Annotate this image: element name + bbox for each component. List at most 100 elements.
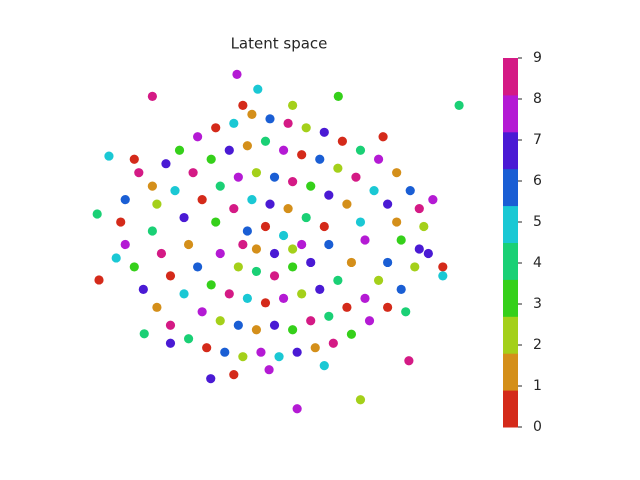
point: [383, 199, 393, 209]
point: [288, 177, 298, 187]
point: [373, 275, 384, 285]
point: [269, 320, 280, 330]
point: [269, 172, 280, 182]
point: [324, 190, 334, 200]
point: [161, 159, 171, 169]
colorbar-tick-label: 8: [533, 91, 542, 107]
point: [333, 275, 343, 285]
point: [414, 203, 424, 214]
point: [193, 132, 203, 142]
point: [401, 307, 411, 317]
point: [265, 114, 275, 124]
point: [220, 347, 230, 357]
point: [129, 154, 139, 164]
point: [147, 91, 157, 101]
point: [251, 325, 262, 335]
colorbar-tick-label: 1: [533, 378, 542, 394]
point: [165, 338, 176, 348]
point: [229, 370, 239, 380]
point: [355, 395, 366, 405]
point: [288, 100, 298, 110]
point: [152, 199, 162, 209]
point: [297, 289, 307, 299]
point: [260, 298, 271, 308]
point: [297, 150, 307, 160]
point: [116, 217, 126, 227]
point: [242, 226, 252, 236]
colorbar-tick-label: 9: [533, 50, 542, 66]
colorbar-segment: [503, 316, 518, 354]
colorbar-segment: [503, 242, 518, 280]
point: [120, 195, 130, 205]
colorbar-tick-label: 0: [533, 419, 542, 435]
point: [188, 168, 198, 178]
point: [278, 293, 289, 303]
colorbar-segment: [503, 58, 518, 96]
point: [206, 154, 216, 164]
point: [94, 275, 104, 285]
point: [206, 374, 216, 384]
point: [179, 289, 189, 299]
point: [405, 186, 415, 196]
point: [301, 212, 311, 223]
point: [306, 257, 316, 268]
point: [242, 293, 252, 303]
point: [423, 248, 433, 259]
point: [233, 172, 243, 182]
colorbar-segment: [503, 390, 518, 428]
colorbar-segment: [503, 205, 518, 243]
point: [165, 320, 176, 330]
point: [229, 118, 239, 128]
point: [139, 329, 149, 339]
point: [392, 217, 402, 227]
point: [292, 404, 302, 414]
point: [147, 181, 157, 191]
point: [396, 284, 406, 294]
point: [351, 172, 361, 182]
point: [378, 132, 388, 142]
point: [215, 316, 225, 326]
point: [202, 343, 212, 353]
point: [211, 123, 221, 133]
point: [269, 271, 280, 281]
point: [355, 145, 366, 155]
point: [428, 195, 438, 205]
point: [383, 257, 393, 268]
point: [183, 239, 194, 250]
point: [247, 195, 257, 205]
point: [179, 212, 189, 223]
point: [224, 145, 234, 155]
point: [170, 186, 180, 196]
point: [260, 136, 271, 146]
colorbar-tick-label: 2: [533, 337, 542, 353]
point: [288, 325, 298, 335]
point: [333, 163, 343, 173]
point: [274, 352, 284, 362]
point: [315, 154, 325, 164]
point: [342, 302, 352, 312]
point: [206, 280, 216, 290]
point: [253, 84, 263, 94]
point: [373, 154, 384, 164]
point: [229, 203, 239, 214]
colorbar-segment: [503, 353, 518, 391]
point: [260, 221, 271, 232]
point: [104, 151, 114, 161]
point: [238, 100, 248, 110]
point: [247, 109, 257, 119]
point: [269, 248, 280, 259]
point: [306, 316, 316, 326]
point: [319, 127, 329, 137]
point: [328, 338, 338, 348]
point: [120, 239, 130, 250]
point: [152, 302, 162, 312]
point: [346, 257, 357, 268]
point: [211, 217, 221, 227]
point: [404, 356, 414, 366]
point: [238, 352, 248, 362]
colorbar-tick-label: 6: [533, 173, 542, 189]
point: [264, 365, 274, 375]
point: [410, 262, 420, 272]
point: [183, 334, 194, 344]
